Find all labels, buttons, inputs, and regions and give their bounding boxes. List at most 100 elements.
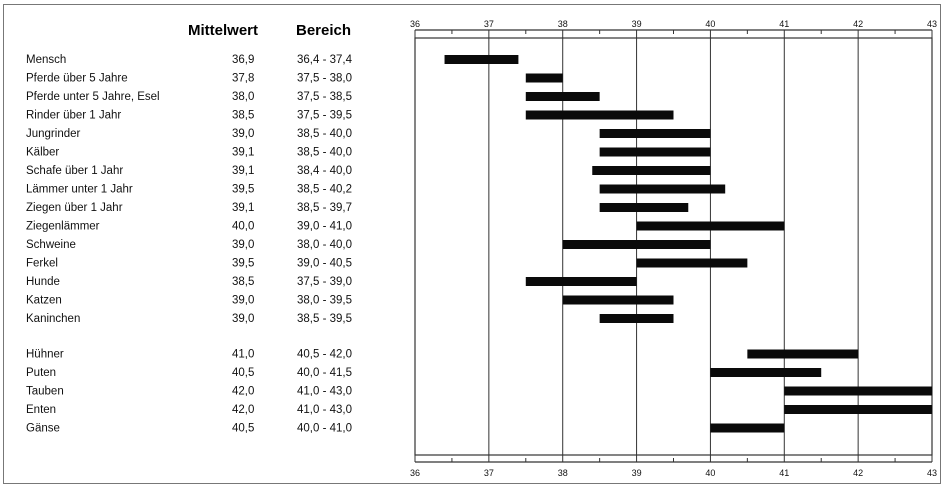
range-bar [747, 349, 859, 359]
species-label: Kälber [26, 147, 59, 159]
mean-value: 39,1 [232, 165, 254, 177]
range-value: 38,4 - 40,0 [297, 165, 352, 177]
data-row: Pferde über 5 Jahre 37,8 37,5 - 38,0 [26, 73, 563, 85]
x-tick-label-bottom: 41 [779, 468, 789, 478]
mean-value: 39,1 [232, 147, 254, 159]
species-label: Schweine [26, 239, 76, 251]
x-tick-label-bottom: 40 [705, 468, 715, 478]
species-label: Kaninchen [26, 313, 80, 325]
chart-frame [3, 4, 941, 484]
data-row: Hühner 41,0 40,5 - 42,0 [26, 349, 859, 361]
range-bar [525, 92, 600, 101]
range-value: 38,5 - 40,2 [297, 184, 352, 196]
data-row: Kälber 39,1 38,5 - 40,0 [26, 147, 711, 159]
data-row: Schweine 39,0 38,0 - 40,0 [26, 239, 711, 251]
species-label: Pferde über 5 Jahre [26, 73, 128, 85]
range-value: 37,5 - 38,0 [297, 73, 352, 85]
species-label: Pferde unter 5 Jahre, Esel [26, 91, 160, 103]
range-bar [562, 240, 711, 249]
x-tick-label-bottom: 37 [484, 468, 494, 478]
x-tick-label-bottom: 38 [558, 468, 568, 478]
range-bar [784, 386, 932, 396]
range-value: 38,5 - 39,5 [297, 313, 352, 325]
mean-value: 40,5 [232, 423, 254, 435]
species-label: Lämmer unter 1 Jahr [26, 184, 133, 196]
data-row: Jungrinder 39,0 38,5 - 40,0 [26, 128, 711, 140]
range-value: 39,0 - 41,0 [297, 221, 352, 233]
data-row: Ferkel 39,5 39,0 - 40,5 [26, 258, 748, 270]
species-label: Mensch [26, 54, 66, 66]
x-tick-label-bottom: 42 [853, 468, 863, 478]
data-row: Ziegen über 1 Jahr 39,1 38,5 - 39,7 [26, 202, 689, 214]
mean-value: 36,9 [232, 54, 254, 66]
mean-value: 41,0 [232, 349, 254, 361]
species-label: Ferkel [26, 258, 58, 270]
data-row: Puten 40,5 40,0 - 41,5 [26, 367, 822, 379]
species-label: Hühner [26, 349, 64, 361]
mean-value: 38,0 [232, 91, 254, 103]
range-value: 36,4 - 37,4 [297, 54, 353, 66]
species-label: Katzen [26, 295, 62, 307]
mean-value: 39,0 [232, 239, 254, 251]
plot-area: 36 36 37 37 38 38 39 39 40 40 41 41 42 42 43 43 [410, 19, 937, 478]
mean-value: 38,5 [232, 110, 254, 122]
range-bar [710, 423, 785, 433]
mean-value: 39,1 [232, 202, 254, 214]
range-bar [784, 405, 932, 414]
header-mean: Mittelwert [188, 22, 258, 39]
range-value: 38,5 - 40,0 [297, 147, 352, 159]
x-tick-label-top: 40 [705, 19, 715, 29]
species-label: Ziegen über 1 Jahr [26, 202, 123, 214]
data-row: Gänse 40,5 40,0 - 41,0 [26, 423, 785, 435]
data-row: Schafe über 1 Jahr 39,1 38,4 - 40,0 [26, 165, 711, 177]
x-tick-label-top: 42 [853, 19, 863, 29]
range-value: 39,0 - 40,5 [297, 258, 352, 270]
range-bar [525, 110, 674, 120]
species-label: Enten [26, 404, 56, 416]
species-label: Rinder über 1 Jahr [26, 110, 121, 122]
data-row: Tauben 42,0 41,0 - 43,0 [26, 386, 932, 398]
x-tick-label-top: 37 [484, 19, 494, 29]
range-bar [599, 129, 711, 138]
range-value: 38,0 - 39,5 [297, 295, 352, 307]
range-value: 40,0 - 41,5 [297, 367, 352, 379]
mean-value: 39,0 [232, 313, 254, 325]
data-row: Lämmer unter 1 Jahr 39,5 38,5 - 40,2 [26, 184, 726, 196]
range-bar [599, 147, 711, 157]
range-bar [592, 166, 711, 175]
mean-value: 39,0 [232, 128, 254, 140]
data-rows: Mensch 36,9 36,4 - 37,4 Pferde über 5 Jahre… [26, 54, 932, 435]
species-label: Hunde [26, 276, 60, 288]
species-label: Gänse [26, 423, 60, 435]
species-label: Ziegenlämmer [26, 221, 100, 233]
data-row: Katzen 39,0 38,0 - 39,5 [26, 295, 674, 307]
species-label: Puten [26, 367, 56, 379]
mean-value: 39,0 [232, 295, 254, 307]
data-row: Ziegenlämmer 40,0 39,0 - 41,0 [26, 221, 785, 233]
mean-value: 42,0 [232, 404, 254, 416]
mean-value: 39,5 [232, 258, 254, 270]
range-value: 41,0 - 43,0 [297, 404, 352, 416]
species-label: Schafe über 1 Jahr [26, 165, 123, 177]
mean-value: 37,8 [232, 73, 254, 85]
range-value: 38,0 - 40,0 [297, 239, 352, 251]
mean-value: 39,5 [232, 184, 254, 196]
range-bar [636, 258, 748, 268]
x-tick-label-top: 41 [779, 19, 789, 29]
x-tick-label-bottom: 43 [927, 468, 937, 478]
range-value: 38,5 - 39,7 [297, 202, 352, 214]
data-row: Rinder über 1 Jahr 38,5 37,5 - 39,5 [26, 110, 674, 122]
range-bar [599, 184, 726, 194]
x-tick-label-top: 43 [927, 19, 937, 29]
data-row: Kaninchen 39,0 38,5 - 39,5 [26, 313, 674, 325]
range-value: 37,5 - 39,5 [297, 110, 352, 122]
range-value: 38,5 - 40,0 [297, 128, 352, 140]
data-row: Pferde unter 5 Jahre, Esel 38,0 37,5 - 38,… [26, 91, 600, 103]
range-bar [599, 203, 689, 212]
x-tick-label-top: 39 [632, 19, 642, 29]
range-bar [636, 221, 785, 231]
range-value: 37,5 - 38,5 [297, 91, 352, 103]
x-tick-label-bottom: 39 [632, 468, 642, 478]
x-tick-label-bottom: 36 [410, 468, 420, 478]
range-bar [444, 55, 519, 64]
